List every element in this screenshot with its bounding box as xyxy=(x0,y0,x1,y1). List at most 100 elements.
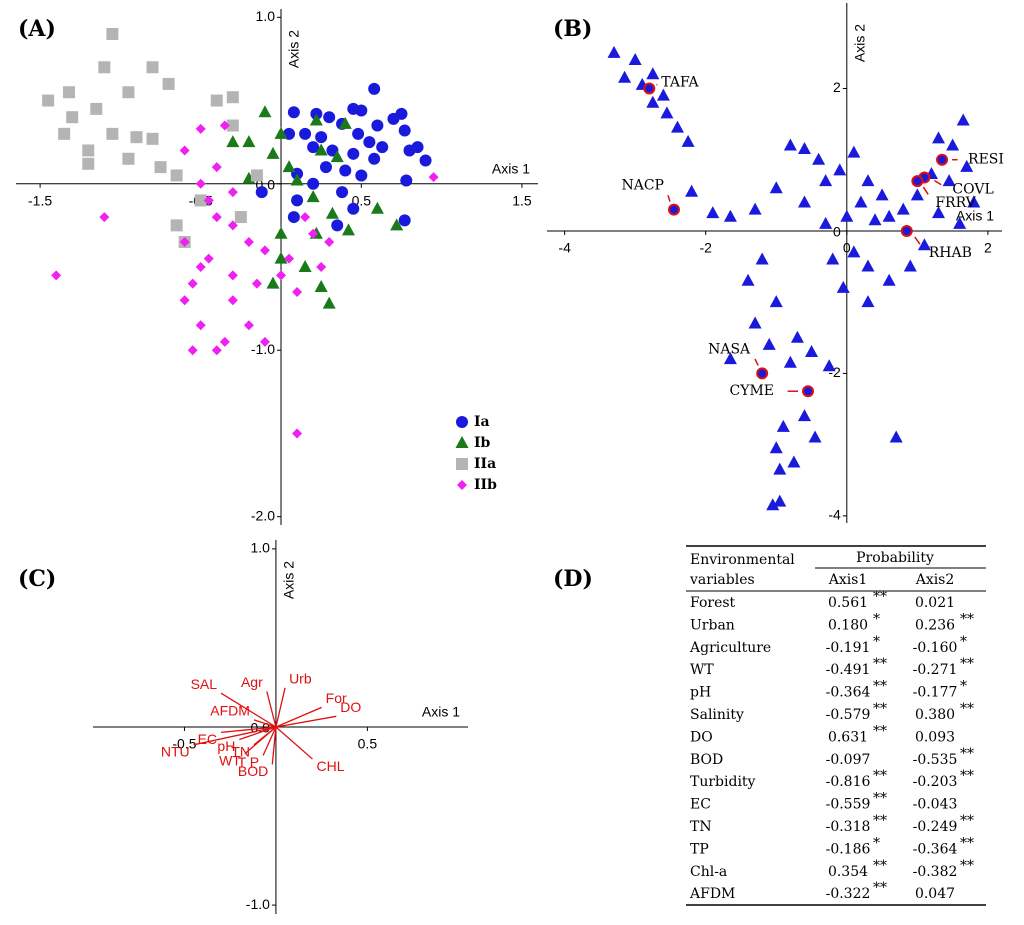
x-tick-label: -4 xyxy=(558,240,571,256)
point xyxy=(227,270,238,281)
significance: * xyxy=(873,634,880,650)
point xyxy=(390,218,404,231)
highlight xyxy=(667,203,680,216)
point xyxy=(847,145,861,158)
point xyxy=(287,106,300,119)
y-tick-label: 2 xyxy=(833,79,841,95)
cell: -0.364 xyxy=(913,841,958,857)
point xyxy=(882,273,896,286)
point xyxy=(258,105,272,118)
point-label: COVL xyxy=(952,182,993,198)
point xyxy=(347,147,360,160)
point xyxy=(917,238,931,251)
point xyxy=(211,345,222,356)
y-axis-label: Axis 2 xyxy=(281,561,297,599)
cell: Chl-a xyxy=(690,864,727,880)
point xyxy=(306,190,320,203)
point xyxy=(910,188,924,201)
point xyxy=(836,280,850,293)
cell: TP xyxy=(690,841,709,857)
point xyxy=(195,320,206,331)
point xyxy=(805,345,819,358)
highlight xyxy=(802,385,815,398)
cell: EC xyxy=(690,797,711,813)
panel-label: (C) xyxy=(18,566,56,592)
point xyxy=(243,237,254,248)
point xyxy=(187,278,198,289)
point xyxy=(290,173,304,186)
significance: ** xyxy=(960,656,974,672)
point xyxy=(82,144,95,157)
cell: pH xyxy=(690,685,711,701)
point xyxy=(63,86,76,99)
point xyxy=(90,102,103,115)
point xyxy=(896,202,910,215)
point xyxy=(99,212,110,223)
point xyxy=(323,111,336,124)
cell: -0.203 xyxy=(913,774,958,790)
legend-label: Ib xyxy=(474,435,491,451)
cell: -0.186 xyxy=(826,841,871,857)
point xyxy=(82,157,95,170)
vector xyxy=(262,726,277,756)
point xyxy=(226,135,240,148)
point xyxy=(203,195,214,206)
highlight xyxy=(643,82,656,95)
vector xyxy=(275,715,337,728)
cell: 0.047 xyxy=(915,886,955,902)
point xyxy=(250,169,263,182)
point xyxy=(227,295,238,306)
significance: ** xyxy=(960,768,974,784)
point xyxy=(307,177,320,190)
point xyxy=(179,145,190,156)
vector xyxy=(275,706,322,728)
point xyxy=(628,52,642,65)
cell: -0.491 xyxy=(826,662,871,678)
cell: 0.021 xyxy=(915,595,955,611)
point xyxy=(371,119,384,132)
vector-label: AFDM xyxy=(210,703,250,719)
x-tick-label: 2 xyxy=(984,240,992,256)
cell: Forest xyxy=(690,595,736,611)
point xyxy=(219,120,230,131)
point xyxy=(274,126,288,139)
point xyxy=(226,91,239,104)
point xyxy=(942,174,956,187)
point xyxy=(243,320,254,331)
point xyxy=(819,216,833,229)
point xyxy=(783,138,797,151)
cell: DO xyxy=(690,729,713,745)
vector-label: T P xyxy=(238,754,260,770)
vector xyxy=(271,726,277,765)
point xyxy=(769,295,783,308)
cell: -0.271 xyxy=(913,662,958,678)
significance: * xyxy=(960,679,967,695)
vector-label: Agr xyxy=(241,674,263,690)
point xyxy=(741,273,755,286)
point xyxy=(195,262,206,272)
highlight xyxy=(911,175,924,188)
point xyxy=(861,174,875,187)
point-label: RESI xyxy=(968,152,1004,168)
cell: Agriculture xyxy=(689,640,771,656)
point xyxy=(51,270,62,281)
point xyxy=(819,174,833,187)
point xyxy=(656,88,670,101)
point xyxy=(428,172,439,183)
cell: 0.180 xyxy=(828,617,868,633)
vector-label: For xyxy=(326,690,347,706)
arrow xyxy=(922,186,929,195)
point xyxy=(671,120,685,133)
vector xyxy=(266,691,277,728)
cell: 0.354 xyxy=(828,864,868,880)
cell: -0.160 xyxy=(913,640,958,656)
cell: -0.043 xyxy=(913,797,958,813)
point xyxy=(146,61,159,74)
header: Axis1 xyxy=(828,572,868,588)
vector-label: DO xyxy=(340,699,361,715)
cell: Urban xyxy=(690,617,735,633)
significance: ** xyxy=(873,701,887,717)
point xyxy=(315,131,328,144)
vector-label: CHL xyxy=(317,758,345,774)
point xyxy=(854,195,868,208)
